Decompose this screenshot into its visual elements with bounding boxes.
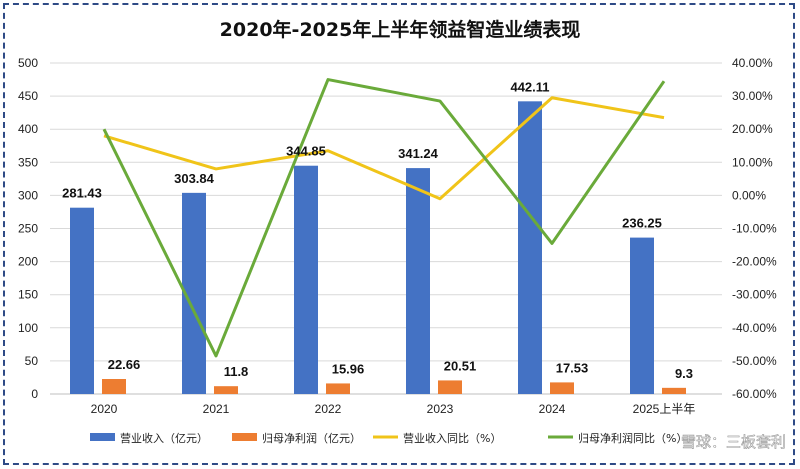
revenue-label: 281.43 xyxy=(62,186,102,201)
revenue-label: 344.85 xyxy=(286,144,326,159)
left-axis: 0 50 100 150 200 250 300 350 400 450 500 xyxy=(18,56,38,401)
left-tick-label: 100 xyxy=(18,321,38,335)
category-label: 2025上半年 xyxy=(633,402,696,416)
profit-label: 17.53 xyxy=(556,360,589,375)
left-tick-label: 50 xyxy=(25,354,39,368)
right-tick-label: -60.00% xyxy=(732,387,777,401)
category-label: 2023 xyxy=(427,402,454,416)
revenue-bar xyxy=(630,237,654,394)
left-tick-label: 150 xyxy=(18,288,38,302)
category-label: 2022 xyxy=(315,402,342,416)
left-tick-label: 500 xyxy=(18,56,38,70)
profit-label: 20.51 xyxy=(444,358,477,373)
left-tick-label: 0 xyxy=(31,387,38,401)
legend-label: 归母净利润（亿元） xyxy=(262,431,361,445)
left-tick-label: 350 xyxy=(18,155,38,169)
left-tick-label: 250 xyxy=(18,222,38,236)
watermark: 雪球：三板套利 xyxy=(681,433,786,451)
profit-bar xyxy=(662,387,686,394)
lines xyxy=(102,78,666,358)
profit-label: 15.96 xyxy=(332,361,365,376)
legend-label: 归母净利润同比（%） xyxy=(578,431,687,445)
right-tick-label: -30.00% xyxy=(732,288,777,302)
left-tick-label: 300 xyxy=(18,188,38,202)
chart-frame xyxy=(3,3,795,465)
grid xyxy=(50,62,722,395)
right-tick-label: 10.00% xyxy=(732,155,773,169)
bars xyxy=(70,101,686,394)
profit-bar xyxy=(326,383,350,394)
right-tick-label: 0.00% xyxy=(732,188,766,202)
right-axis: 40.00% 30.00% 20.00% 10.00% 0.00% -10.00% -20.… xyxy=(732,56,777,401)
category-label: 2024 xyxy=(539,402,566,416)
profit-label: 9.3 xyxy=(675,366,693,381)
revenue-yoy-line xyxy=(103,96,665,201)
right-tick-label: -40.00% xyxy=(732,321,777,335)
revenue-label: 442.11 xyxy=(510,79,549,94)
right-tick-label: -50.00% xyxy=(732,354,777,368)
right-tick-label: 30.00% xyxy=(732,89,773,103)
chart-title: 2020年-2025年上半年领益智造业绩表现 xyxy=(220,18,581,41)
x-axis: 2020 2021 2022 2023 2024 2025上半年 xyxy=(91,402,696,416)
profit-yoy-line xyxy=(102,78,666,358)
revenue-label: 236.25 xyxy=(622,216,662,231)
revenue-bar xyxy=(406,168,430,394)
profit-bar xyxy=(214,386,238,394)
legend-swatch xyxy=(232,433,257,441)
legend: 营业收入（亿元） 归母净利润（亿元） 营业收入同比（%） 归母净利润同比（%） xyxy=(90,431,687,445)
profit-bar xyxy=(438,380,462,394)
legend-label: 营业收入（亿元） xyxy=(120,431,208,445)
left-tick-label: 450 xyxy=(18,89,38,103)
right-tick-label: 20.00% xyxy=(732,122,773,136)
profit-label: 11.8 xyxy=(224,364,249,379)
revenue-label: 341.24 xyxy=(398,146,439,161)
left-tick-label: 200 xyxy=(18,255,38,269)
revenue-bar xyxy=(518,101,542,394)
data-labels: 281.43 303.84 344.85 341.24 442.11 236.25 22.6… xyxy=(62,79,693,381)
profit-bar xyxy=(550,382,574,394)
left-tick-label: 400 xyxy=(18,122,38,136)
revenue-bar xyxy=(294,165,318,394)
right-tick-label: -20.00% xyxy=(732,255,777,269)
revenue-label: 303.84 xyxy=(174,171,215,186)
category-label: 2021 xyxy=(203,402,230,416)
legend-label: 营业收入同比（%） xyxy=(403,431,501,445)
profit-label: 22.66 xyxy=(108,357,141,372)
legend-swatch xyxy=(90,433,115,441)
category-label: 2020 xyxy=(91,402,118,416)
revenue-bar xyxy=(70,207,94,394)
right-tick-label: 40.00% xyxy=(732,56,773,70)
right-tick-label: -10.00% xyxy=(732,222,777,236)
profit-bar xyxy=(102,378,126,394)
